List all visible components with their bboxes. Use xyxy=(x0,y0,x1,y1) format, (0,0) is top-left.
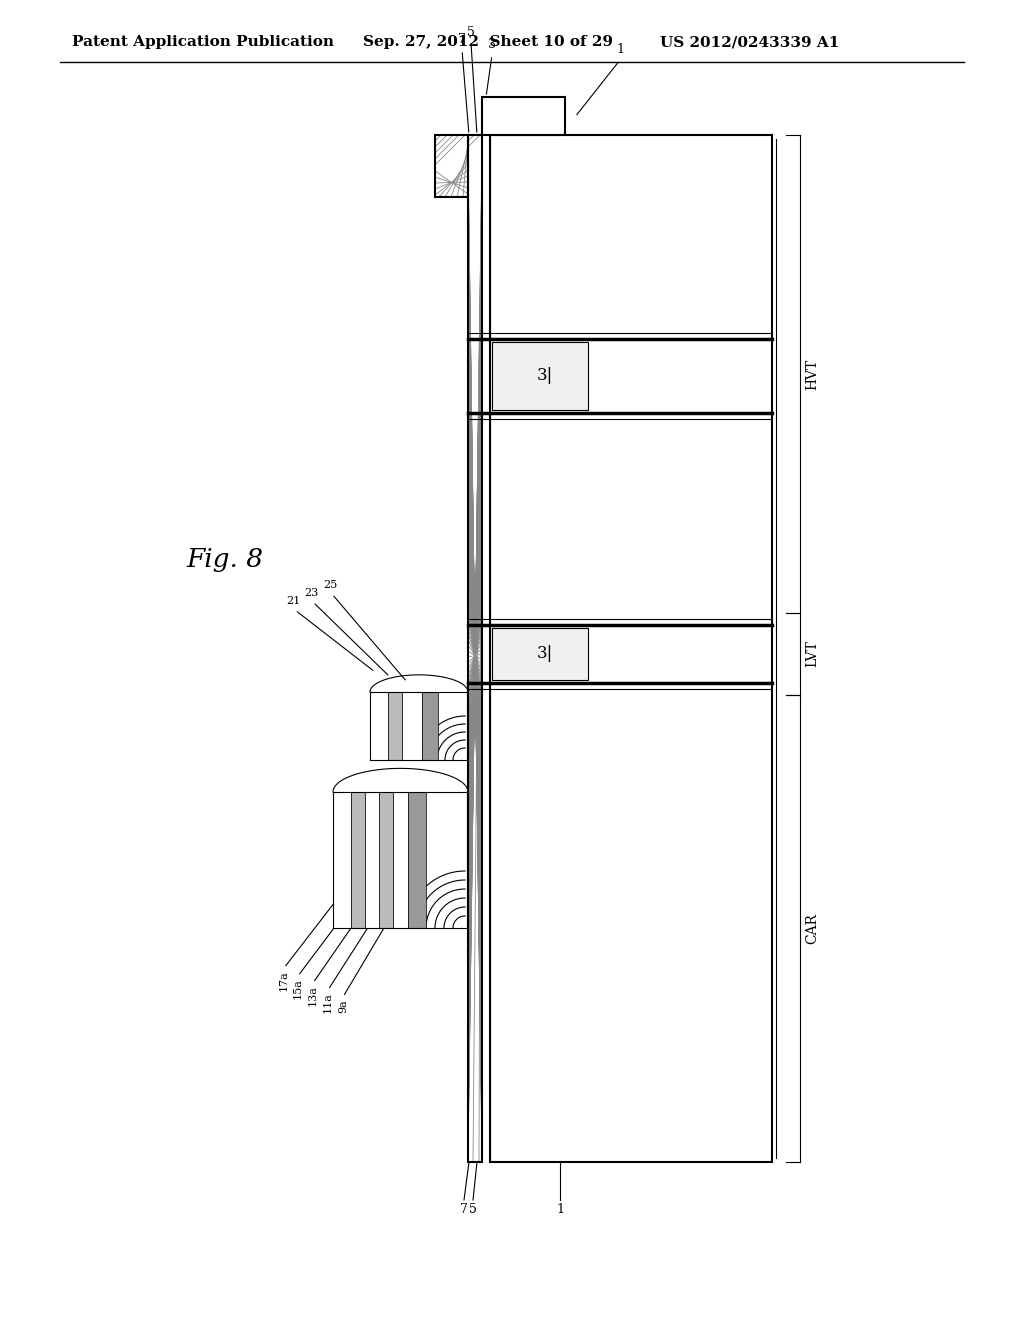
Bar xyxy=(402,692,422,760)
Text: 5: 5 xyxy=(467,26,475,40)
Text: 1: 1 xyxy=(616,44,624,55)
Text: 21: 21 xyxy=(286,597,300,606)
Bar xyxy=(333,792,351,928)
Bar xyxy=(379,792,393,928)
Text: 3|: 3| xyxy=(537,367,553,384)
Text: 7: 7 xyxy=(460,1203,468,1216)
Bar xyxy=(365,792,379,928)
Text: US 2012/0243339 A1: US 2012/0243339 A1 xyxy=(660,36,840,49)
Bar xyxy=(370,692,388,760)
Bar xyxy=(351,792,365,928)
Bar xyxy=(482,96,565,135)
Bar xyxy=(393,792,408,928)
Text: LVT: LVT xyxy=(805,640,819,668)
Bar xyxy=(492,342,588,411)
Bar xyxy=(468,135,482,1162)
Text: Patent Application Publication: Patent Application Publication xyxy=(72,36,334,49)
Text: Sep. 27, 2012  Sheet 10 of 29: Sep. 27, 2012 Sheet 10 of 29 xyxy=(362,36,613,49)
Text: 17a: 17a xyxy=(279,970,289,991)
Text: CAR: CAR xyxy=(805,913,819,944)
Text: 1: 1 xyxy=(556,1203,564,1216)
Text: 9a: 9a xyxy=(338,999,348,1012)
Text: 7: 7 xyxy=(458,33,466,46)
Text: 3|: 3| xyxy=(537,645,553,663)
Bar xyxy=(492,628,588,680)
Text: 13a: 13a xyxy=(308,985,318,1006)
Bar xyxy=(408,792,426,928)
Text: 25: 25 xyxy=(323,579,337,590)
Text: 3: 3 xyxy=(488,38,496,51)
Bar xyxy=(388,692,402,760)
Text: HVT: HVT xyxy=(805,358,819,389)
Bar xyxy=(490,135,772,1162)
Text: Fig. 8: Fig. 8 xyxy=(186,548,263,573)
Text: 23: 23 xyxy=(304,587,318,598)
Text: 11a: 11a xyxy=(323,993,333,1012)
Text: 5: 5 xyxy=(469,1203,477,1216)
Bar xyxy=(435,135,468,197)
Bar xyxy=(422,692,438,760)
Text: 15a: 15a xyxy=(293,978,303,999)
